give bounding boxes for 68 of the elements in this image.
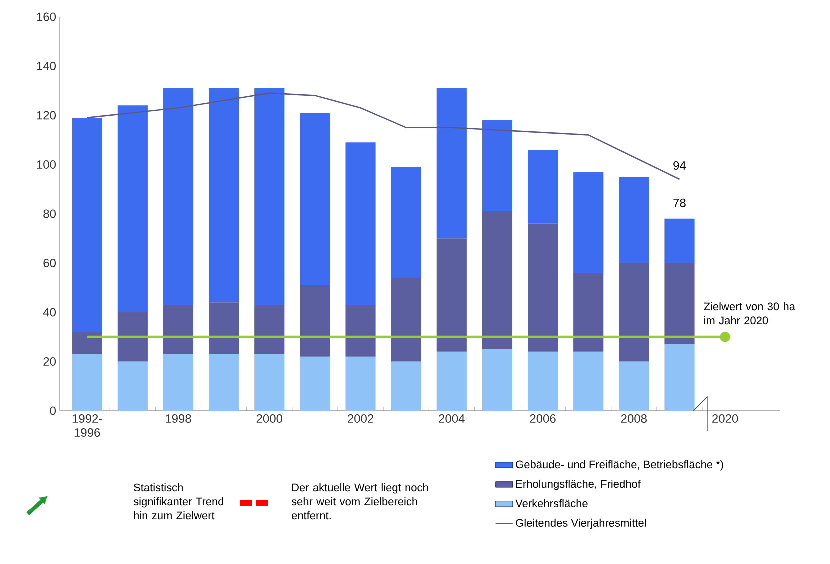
bar — [346, 142, 376, 306]
bar — [664, 263, 695, 344]
bar — [528, 224, 558, 352]
bar — [209, 354, 240, 411]
bar — [436, 352, 467, 411]
y-tick-label: 140 — [37, 62, 56, 70]
bar — [482, 120, 513, 212]
bar — [118, 362, 148, 411]
y-tick-label: 100 — [37, 160, 56, 169]
bar — [163, 88, 194, 306]
bar — [391, 362, 422, 411]
y-tick-label: 20 — [44, 357, 56, 366]
legend-label: Erholungsfläche, Friedhof — [516, 480, 641, 490]
bar — [72, 332, 102, 354]
y-tick-label: 160 — [37, 12, 56, 22]
total-label: 78 — [674, 198, 686, 208]
x-tick-label: 2006 — [530, 414, 556, 424]
y-tick-label: 60 — [44, 258, 56, 268]
bar — [436, 88, 467, 239]
bar — [118, 312, 148, 362]
bar — [664, 344, 695, 411]
bar — [482, 212, 513, 350]
legend-label: Gleitendes Vierjahresmittel — [516, 518, 646, 530]
x-tick-label: 2000 — [256, 414, 283, 424]
bar — [300, 113, 330, 286]
bar — [72, 118, 102, 332]
bar — [72, 354, 102, 411]
x-tick-label: 2004 — [439, 414, 465, 424]
x-tick-label: 1998 — [166, 414, 192, 424]
bar — [254, 305, 285, 354]
bar — [664, 218, 695, 264]
x-tick-label: 2020 — [712, 414, 738, 424]
bar — [391, 167, 422, 278]
text: Statistisch signifikanter Trend hin zum Zielwert — [134, 484, 224, 520]
data-label: 94 — [674, 161, 686, 170]
y-tick-label: 40 — [43, 308, 56, 317]
bar — [346, 356, 376, 411]
x-tick-label: 2002 — [348, 414, 374, 424]
bar — [346, 305, 376, 357]
bar — [254, 354, 285, 411]
bar — [619, 177, 650, 264]
bar — [209, 302, 240, 354]
bar — [528, 352, 558, 411]
bar — [391, 278, 422, 362]
ref-line-label: Zielwert von 30 ha im Jahr 2020 — [704, 302, 796, 325]
bar — [436, 238, 467, 352]
bar — [163, 305, 194, 354]
legend-label: Gebäude- und Freifläche, Betriebsfläche *) — [516, 460, 724, 471]
bar — [482, 349, 513, 411]
text: Der aktuelle Wert liegt noch sehr weit vom Zielbereich entfernt. — [292, 484, 428, 520]
bar — [118, 106, 148, 312]
y-tick-label: 80 — [44, 210, 56, 218]
bar — [574, 352, 604, 411]
bar — [574, 172, 604, 274]
bar — [619, 263, 650, 362]
x-tick-label: 1992- 1996 — [72, 414, 102, 438]
bar — [254, 88, 285, 306]
legend-label: Verkehrsfläche — [516, 499, 588, 508]
bar — [209, 88, 240, 303]
bar — [300, 356, 330, 411]
bar — [163, 354, 194, 411]
bar — [619, 362, 650, 411]
x-tick-label: 2008 — [621, 414, 647, 424]
y-tick-label: 0 — [50, 406, 56, 416]
bar — [300, 285, 330, 357]
y-tick-label: 120 — [37, 111, 56, 120]
bar — [574, 273, 604, 352]
bar — [528, 150, 558, 224]
